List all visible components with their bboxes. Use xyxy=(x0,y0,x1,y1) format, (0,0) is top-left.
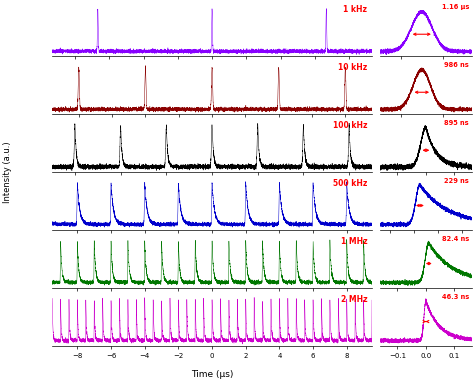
Text: 1 MHz: 1 MHz xyxy=(341,237,367,246)
Text: 2 MHz: 2 MHz xyxy=(341,295,367,304)
Text: 229 ns: 229 ns xyxy=(444,178,469,184)
Text: 82.4 ns: 82.4 ns xyxy=(442,236,469,241)
Text: 1.16 μs: 1.16 μs xyxy=(441,3,469,10)
Text: Time (μs): Time (μs) xyxy=(191,370,233,379)
Text: 46.3 ns: 46.3 ns xyxy=(442,294,469,299)
Text: 895 ns: 895 ns xyxy=(444,120,469,126)
Text: Intensity (a.u.): Intensity (a.u.) xyxy=(3,141,11,203)
Text: 986 ns: 986 ns xyxy=(444,62,469,68)
Text: 100 kHz: 100 kHz xyxy=(333,121,367,129)
Text: 10 kHz: 10 kHz xyxy=(338,63,367,71)
Text: 1 kHz: 1 kHz xyxy=(343,5,367,14)
Text: 500 kHz: 500 kHz xyxy=(333,179,367,188)
